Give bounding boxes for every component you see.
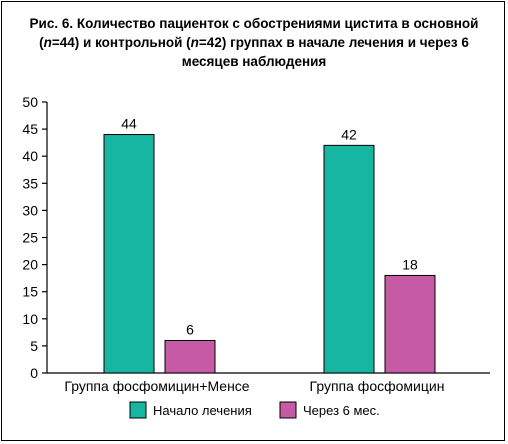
y-tick-label: 30	[22, 202, 38, 218]
data-label: 44	[121, 116, 137, 132]
data-label: 42	[341, 126, 357, 142]
bar	[103, 134, 155, 374]
y-tick-label: 20	[22, 257, 38, 273]
bar	[384, 274, 436, 374]
category-label: Группа фосфомицин+Менсе	[64, 378, 249, 394]
data-label: 6	[186, 321, 194, 337]
data-label: 18	[402, 256, 418, 272]
bar	[164, 339, 216, 374]
y-tick-label: 15	[22, 284, 38, 300]
y-tick-label: 45	[22, 121, 38, 137]
chart-title: Рис. 6. Количество пациенток с обострени…	[10, 14, 498, 71]
y-tick-label: 40	[22, 148, 38, 164]
y-tick-label: 0	[30, 365, 38, 381]
legend-swatch	[129, 401, 147, 419]
legend-swatch	[279, 401, 297, 419]
chart-title-part: =42) группах в начале лечения и через 6 …	[181, 35, 469, 69]
y-tick-label: 35	[22, 175, 38, 191]
chart-title-part: Рис. 6. Количество пациенток с обострени…	[29, 16, 479, 50]
bar	[323, 144, 375, 374]
chart-title-part: n	[43, 35, 52, 50]
category-label: Группа фосфомицин	[310, 378, 445, 394]
chart-title-part: n	[190, 35, 199, 50]
legend-label: Через 6 мес.	[303, 403, 380, 418]
y-tick-label: 5	[30, 338, 38, 354]
chart-title-part: =44) и контрольной (	[51, 35, 191, 50]
y-tick-label: 10	[22, 311, 38, 327]
y-tick-label: 25	[22, 230, 38, 246]
y-tick-label: 50	[22, 94, 38, 110]
legend-label: Начало лечения	[153, 403, 252, 418]
